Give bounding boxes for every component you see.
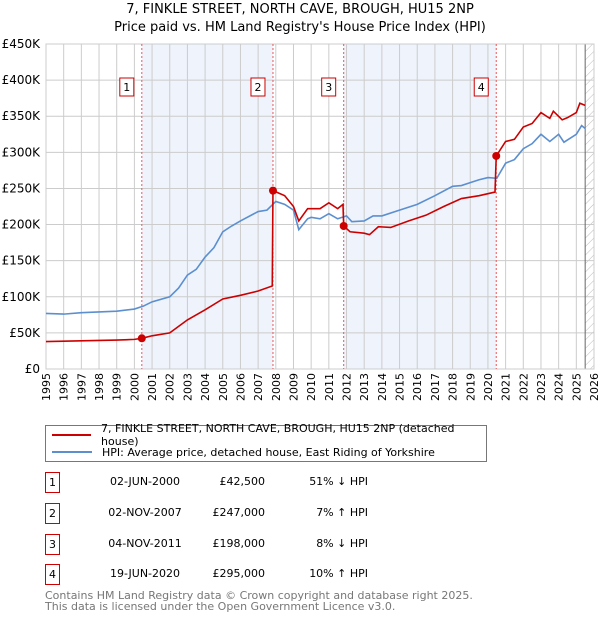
x-tick-label: 2002 (164, 373, 177, 401)
y-tick-label: £0 (25, 362, 40, 376)
x-tick-label: 2024 (553, 373, 566, 401)
x-tick-label: 2004 (199, 373, 212, 401)
sale-number-badge: 2 (45, 503, 60, 524)
sale-date: 19-JUN-2020 (109, 567, 181, 580)
sale-date: 02-JUN-2000 (109, 475, 181, 488)
x-tick-label: 2021 (500, 373, 513, 401)
sale-hpi-diff: 7% ↑ HPI (316, 506, 368, 519)
x-tick-label: 2020 (482, 373, 495, 401)
shaded-period (141, 44, 273, 369)
x-tick-label: 2013 (358, 373, 371, 401)
price-chart: 1995 1996 1997 1998 1999 2000 2001 2002 2003 2004… (2, 37, 600, 401)
sale-number-badge: 3 (45, 534, 60, 555)
sale-label-box (119, 77, 135, 97)
x-tick-label: 1997 (75, 373, 88, 401)
chart-title: 7, FINKLE STREET, NORTH CAVE, BROUGH, HU… (126, 2, 474, 17)
sale-number-badge: 4 (45, 564, 60, 585)
x-tick-label: 2017 (429, 373, 442, 401)
y-tick-label: £350K (2, 109, 42, 123)
sale-point (137, 334, 146, 343)
x-tick-label: 2022 (517, 373, 530, 401)
hpi-line (45, 124, 586, 315)
sale-price: £247,000 (212, 506, 266, 519)
sale-label: 2 (254, 81, 261, 94)
x-tick-label: 1995 (40, 373, 53, 401)
x-tick-label: 2000 (128, 373, 141, 401)
sale-price: £42,500 (219, 475, 266, 488)
footer-line-1: Contains HM Land Registry data © Crown c… (45, 589, 473, 602)
sale-number-badge: 1 (45, 472, 60, 493)
shaded-period (343, 44, 497, 369)
sale-date: 02-NOV-2007 (108, 506, 182, 519)
property-price-line (45, 102, 586, 343)
y-tick-label: £100K (2, 290, 42, 304)
x-tick-label: 2026 (588, 373, 600, 401)
y-tick-label: £200K (2, 218, 42, 232)
x-tick-label: 2015 (394, 373, 407, 401)
legend: 7, FINKLE STREET, NORTH CAVE, BROUGH, HU… (45, 422, 487, 462)
x-tick-label: 2012 (341, 373, 354, 401)
sale-point (492, 151, 501, 160)
sale-hpi-diff: 51% ↓ HPI (309, 475, 368, 488)
x-tick-label: 2019 (464, 373, 477, 401)
sale-hpi-diff: 10% ↑ HPI (309, 567, 368, 580)
chart-subtitle: Price paid vs. HM Land Registry's House … (114, 20, 486, 35)
x-tick-label: 2009 (287, 373, 300, 401)
footer-line-2: This data is licensed under the Open Gov… (45, 600, 396, 613)
y-tick-label: £150K (2, 254, 42, 268)
legend-swatch-blue (52, 451, 92, 453)
legend-label: HPI: Average price, detached house, East… (102, 445, 435, 459)
sale-label-box (250, 77, 266, 97)
sale-price: £198,000 (212, 537, 266, 550)
x-tick-label: 2016 (411, 373, 424, 401)
x-tick-label: 2025 (570, 373, 583, 401)
x-tick-label: 2008 (270, 373, 283, 401)
x-tick-label: 2023 (535, 373, 548, 401)
sale-date: 04-NOV-2011 (108, 537, 182, 550)
plot-frame (45, 43, 595, 370)
x-tick-label: 1996 (58, 373, 71, 401)
y-tick-label: £300K (2, 145, 42, 159)
x-tick-label: 2011 (323, 373, 336, 401)
sale-label: 3 (325, 81, 332, 94)
x-tick-label: 2014 (376, 373, 389, 401)
legend-label: 7, FINKLE STREET, NORTH CAVE, BROUGH, HU… (101, 422, 455, 448)
x-tick-label: 2007 (252, 373, 265, 401)
x-tick-label: 2018 (447, 373, 460, 401)
sale-label: 1 (123, 81, 130, 94)
sale-point (268, 186, 277, 195)
x-tick-label: 2006 (234, 373, 247, 401)
legend-item-hpi: HPI: Average price, detached house, East… (46, 444, 435, 460)
x-tick-label: 2010 (305, 373, 318, 401)
x-tick-label: 1999 (111, 373, 124, 401)
sale-point (339, 222, 348, 230)
forecast-hatch (585, 44, 594, 369)
sale-price: £295,000 (212, 567, 266, 580)
y-tick-label: £400K (2, 73, 42, 87)
sale-label: 4 (478, 81, 485, 94)
y-tick-label: £250K (2, 181, 42, 195)
legend-item-property: 7, FINKLE STREET, NORTH CAVE, BROUGH, HU… (46, 422, 486, 448)
x-tick-label: 1998 (93, 373, 106, 401)
x-tick-label: 2005 (217, 373, 230, 401)
x-tick-label: 2001 (146, 373, 159, 401)
legend-swatch-red (52, 434, 92, 436)
sale-hpi-diff: 8% ↓ HPI (316, 537, 368, 550)
sale-label-box (321, 77, 337, 97)
sale-label-box (473, 77, 489, 97)
y-tick-label: £50K (9, 326, 41, 340)
y-tick-label: £450K (2, 37, 42, 51)
x-tick-label: 2003 (181, 373, 194, 401)
